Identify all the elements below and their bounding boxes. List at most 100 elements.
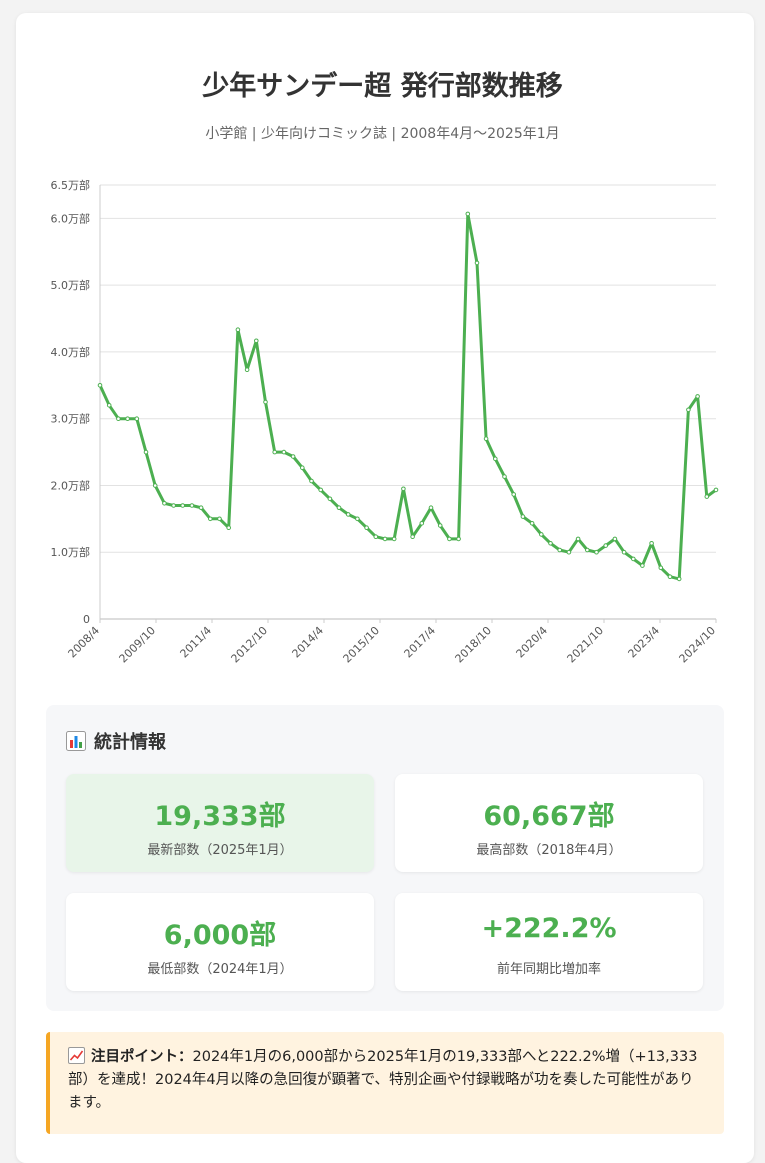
series-line [98, 212, 717, 581]
stat-yoy-growth: +222.2% 前年同期比増加率 [395, 893, 703, 991]
stat-latest-circulation: 19,333部 最新部数（2025年1月） [66, 774, 374, 872]
data-point [640, 563, 645, 568]
data-point [686, 407, 691, 413]
data-point [649, 541, 654, 546]
data-point [290, 454, 296, 459]
y-tick-label: 5.0万部 [51, 278, 91, 292]
y-tick-label: 0 [83, 613, 90, 626]
data-point [97, 383, 103, 388]
x-tick-label: 2009/10 [117, 624, 159, 666]
data-point [667, 574, 673, 580]
data-point [309, 478, 314, 484]
chart-series [97, 211, 719, 582]
data-point [217, 516, 222, 522]
data-point [676, 576, 682, 582]
data-point [419, 521, 425, 526]
data-point [548, 541, 553, 546]
stat-value: 6,000部 [163, 920, 277, 951]
data-point [327, 496, 333, 502]
data-point [529, 521, 535, 526]
data-point [511, 492, 517, 497]
x-tick-label: 2011/4 [178, 624, 215, 661]
stat-label: 前年同期比増加率 [496, 962, 601, 977]
stat-label: 最高部数（2018年4月） [476, 843, 622, 858]
stat-value: 60,667部 [483, 801, 615, 832]
data-point [401, 486, 406, 492]
data-point [345, 512, 351, 517]
data-point [152, 483, 158, 488]
data-point [410, 534, 415, 540]
data-point [465, 211, 471, 217]
data-point [566, 549, 572, 555]
x-tick-label: 2024/10 [677, 624, 719, 666]
stat-value: 19,333部 [154, 801, 286, 832]
data-point [364, 525, 369, 531]
data-point [226, 525, 231, 531]
page-title: 少年サンデー超 発行部数推移 [202, 71, 563, 102]
data-point [437, 523, 443, 528]
data-point [134, 416, 140, 421]
data-point [300, 465, 305, 471]
data-point [253, 338, 259, 344]
data-point [474, 260, 480, 266]
data-point [428, 505, 434, 511]
stats-title-text: 統計情報 [94, 732, 166, 753]
data-point [235, 327, 241, 332]
data-point [695, 394, 700, 399]
y-tick-label: 6.0万部 [51, 211, 91, 225]
x-tick-label: 2017/4 [402, 624, 439, 661]
stat-label: 最新部数（2025年1月） [147, 843, 293, 858]
data-point [713, 487, 719, 493]
data-point [493, 456, 498, 462]
y-tick-label: 6.5万部 [51, 178, 91, 192]
data-point [116, 416, 121, 421]
data-point [272, 449, 278, 455]
data-point [704, 494, 710, 499]
data-point [658, 565, 664, 571]
y-tick-label: 2.0万部 [51, 478, 91, 492]
y-tick-label: 4.0万部 [51, 345, 91, 359]
data-point [502, 474, 507, 479]
data-point [612, 536, 618, 542]
trend-up-icon [68, 1047, 85, 1064]
stat-label: 最低部数（2024年1月） [147, 962, 293, 977]
data-point [483, 436, 489, 442]
data-point [382, 536, 388, 542]
data-point [575, 536, 581, 542]
data-point [318, 487, 324, 493]
data-point [603, 543, 609, 548]
data-point [198, 505, 204, 511]
data-point [244, 367, 250, 372]
x-tick-label: 2023/4 [626, 624, 663, 661]
data-point [263, 399, 268, 405]
stat-highest-circulation: 60,667部 最高部数（2018年4月） [395, 774, 703, 872]
highlight-note: 注目ポイント：2024年1月の6,000部から2025年1月の19,333部へと… [46, 1032, 724, 1134]
data-point [539, 532, 544, 537]
circulation-line-chart: 0 1.0万部 2.0万部 3.0万部 4.0万部 5.0万部 6.0万部 6.5万部 2008… [51, 178, 719, 665]
data-point [281, 449, 287, 455]
data-point [447, 536, 452, 542]
bar-chart-icon [66, 731, 86, 751]
data-point [162, 501, 167, 506]
chart-axes: 0 1.0万部 2.0万部 3.0万部 4.0万部 5.0万部 6.0万部 6.5万部 2008… [51, 178, 719, 665]
note-text: 2024年1月の6,000部から2025年1月の19,333部へと222.2%増… [68, 1049, 698, 1111]
data-point [520, 514, 526, 519]
x-tick-label: 2015/10 [341, 624, 383, 666]
data-point [456, 536, 461, 542]
data-point [585, 547, 590, 553]
x-tick-label: 2014/4 [290, 624, 327, 661]
y-tick-label: 3.0万部 [51, 412, 91, 426]
data-point [373, 534, 379, 540]
stat-value: +222.2% [481, 913, 617, 944]
page-subtitle: 小学館 | 少年向けコミック誌 | 2008年4月〜2025年1月 [205, 126, 560, 142]
stats-title: 統計情報 [66, 728, 166, 754]
note-heading: 注目ポイント： [91, 1049, 193, 1065]
x-tick-label: 2012/10 [229, 624, 271, 666]
data-point [208, 516, 213, 522]
data-point [594, 549, 599, 555]
data-point [171, 503, 176, 508]
chart-grid [100, 184, 716, 620]
x-tick-label: 2021/10 [565, 624, 607, 666]
data-point [336, 505, 342, 511]
data-point [125, 416, 130, 421]
